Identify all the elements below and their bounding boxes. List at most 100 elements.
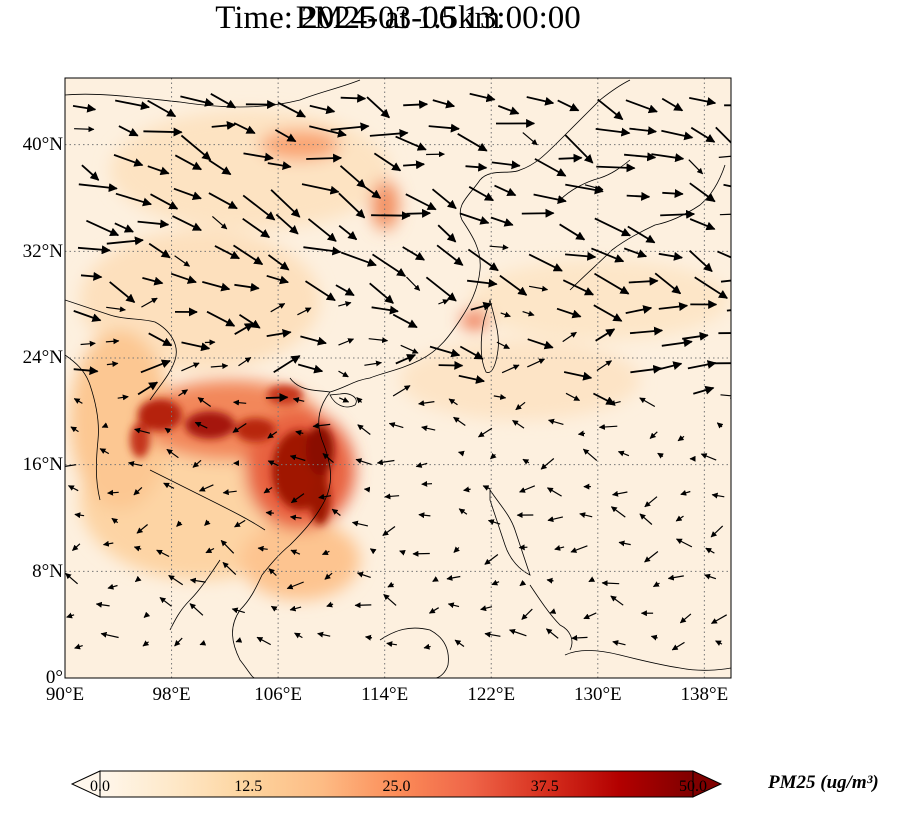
wind-arrow	[306, 153, 343, 163]
wind-arrow	[73, 398, 83, 404]
wind-arrow	[101, 422, 109, 428]
wind-arrow	[159, 597, 172, 607]
wind-arrow	[72, 543, 81, 551]
lat-tick-label: 32°N	[22, 241, 63, 262]
wind-arrow	[667, 574, 684, 581]
wind-arrow	[268, 568, 277, 577]
wind-arrow	[65, 572, 78, 585]
wind-arrow	[595, 328, 616, 342]
wind-arrow	[356, 397, 363, 404]
wind-arrow	[273, 355, 301, 373]
wind-arrow	[202, 281, 231, 292]
wind-arrow	[629, 326, 664, 336]
wind-arrow	[548, 418, 564, 425]
wind-arrow	[340, 251, 377, 267]
wind-arrow	[446, 574, 461, 581]
wind-arrow	[512, 419, 525, 429]
wind-arrow	[372, 253, 407, 277]
wind-arrow	[448, 398, 458, 406]
wind-arrow	[565, 251, 597, 261]
wind-arrow	[222, 489, 237, 496]
lat-tick-label: 16°N	[22, 454, 63, 475]
wind-arrow	[147, 165, 170, 176]
wind-arrow	[533, 193, 567, 204]
wind-arrow	[609, 400, 621, 406]
wind-arrow	[403, 160, 425, 170]
wind-arrow	[368, 337, 389, 344]
wind-arrow	[565, 392, 581, 402]
wind-arrow	[339, 165, 366, 189]
wind-arrow	[338, 338, 355, 346]
wind-arrow	[74, 126, 95, 133]
wind-arrow	[547, 516, 564, 523]
wind-arrow	[174, 637, 183, 647]
wind-arrow	[556, 307, 582, 319]
wind-arrow	[564, 134, 594, 164]
lat-tick-label: 8°N	[32, 561, 63, 582]
wind-arrow	[689, 218, 716, 231]
wind-arrow	[239, 313, 261, 329]
wind-arrow	[596, 360, 612, 371]
wind-arrow	[470, 301, 493, 311]
wind-arrow	[137, 219, 170, 229]
wind-arrow	[166, 448, 179, 459]
wind-arrow	[627, 225, 656, 244]
wind-arrow	[519, 485, 536, 493]
wind-arrow	[596, 163, 636, 173]
wind-arrow	[704, 573, 717, 580]
wind-arrow	[436, 244, 464, 266]
wind-arrow	[577, 430, 586, 437]
wind-arrow	[212, 215, 228, 230]
colorbar-gradient	[100, 771, 693, 797]
wind-arrow	[501, 364, 520, 374]
wind-arrow	[137, 381, 159, 396]
wind-arrow	[321, 549, 330, 556]
wind-arrow	[591, 247, 625, 263]
wind-arrow	[612, 640, 626, 646]
wind-arrow	[484, 631, 501, 638]
wind-arrow	[719, 213, 731, 216]
wind-arrow	[140, 359, 171, 374]
wind-arrow	[113, 154, 144, 167]
wind-arrow	[491, 579, 500, 586]
wind-arrow	[210, 93, 237, 109]
lon-tick-label: 106°E	[254, 684, 302, 705]
wind-arrow	[720, 392, 731, 399]
wind-arrow	[415, 462, 428, 468]
wind-arrow	[148, 332, 173, 347]
wind-arrow	[303, 246, 342, 256]
wind-arrow	[300, 335, 327, 346]
wind-arrow	[526, 96, 555, 106]
wind-arrow	[644, 496, 658, 508]
wind-arrow	[491, 160, 521, 170]
wind-arrow	[392, 385, 411, 397]
wind-arrow	[528, 253, 563, 272]
wind-arrow	[242, 194, 276, 221]
wind-arrow	[554, 545, 565, 551]
wind-arrow	[133, 545, 142, 552]
wind-arrow	[231, 607, 245, 614]
wind-arrow	[163, 482, 175, 489]
wind-arrow	[234, 282, 260, 292]
wind-arrow	[289, 605, 302, 612]
wind-arrow	[400, 344, 419, 354]
wind-arrow	[594, 272, 630, 295]
wind-arrow	[109, 281, 136, 303]
wind-arrow	[74, 512, 85, 519]
wind-arrow	[180, 134, 212, 161]
wind-arrow	[297, 307, 312, 316]
wind-arrow	[66, 612, 75, 619]
coastlines	[65, 79, 731, 678]
lat-tick-label: 0°	[45, 667, 63, 688]
wind-arrow	[111, 517, 119, 524]
wind-arrow	[267, 460, 279, 467]
wind-arrow	[294, 632, 303, 639]
wind-arrow	[148, 242, 171, 259]
wind-arrow	[624, 152, 657, 162]
wind-arrow	[515, 401, 526, 411]
wind-arrow	[468, 186, 494, 202]
wind-arrow	[356, 571, 371, 578]
wind-arrow	[277, 101, 306, 118]
wind-arrow	[134, 427, 150, 434]
